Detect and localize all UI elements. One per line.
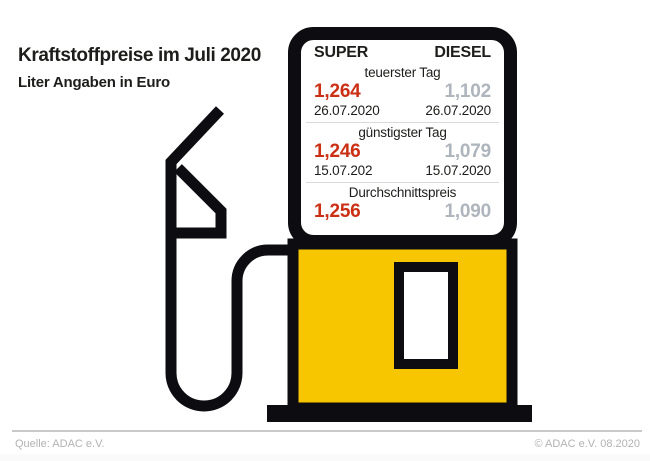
date-row: 15.07.202 15.07.2020 bbox=[314, 163, 491, 180]
pump-nozzle-icon bbox=[171, 164, 227, 239]
super-price-cheapest: 1,246 bbox=[314, 141, 361, 162]
footer-divider bbox=[12, 430, 642, 432]
fuel-type-super: SUPER bbox=[314, 44, 369, 61]
footer-source: Quelle: ADAC e.V. bbox=[15, 438, 105, 450]
page-title: Kraftstoffpreise im Juli 2020 bbox=[18, 45, 261, 66]
super-date-most-expensive: 26.07.2020 bbox=[314, 103, 380, 118]
section-label-cheapest: günstigster Tag bbox=[358, 125, 447, 140]
price-row: 1,246 1,079 bbox=[314, 141, 491, 163]
date-row: 26.07.2020 26.07.2020 bbox=[314, 103, 491, 120]
display-divider bbox=[306, 182, 499, 183]
diesel-price-cheapest: 1,079 bbox=[444, 141, 491, 162]
price-row: 1,264 1,102 bbox=[314, 81, 491, 103]
price-row: 1,256 1,090 bbox=[314, 201, 491, 223]
fuel-type-diesel: DIESEL bbox=[434, 44, 491, 61]
diesel-price-most-expensive: 1,102 bbox=[444, 81, 491, 102]
section-label-average: Durchschnittspreis bbox=[348, 185, 457, 200]
footer-copyright: © ADAC e.V. 08.2020 bbox=[534, 438, 640, 450]
nozzle-holder-icon bbox=[394, 262, 458, 369]
diesel-date-most-expensive: 26.07.2020 bbox=[425, 103, 491, 118]
super-price-average: 1,256 bbox=[314, 201, 361, 222]
display-divider bbox=[306, 122, 499, 123]
diesel-price-average: 1,090 bbox=[444, 201, 491, 222]
bottom-strip bbox=[0, 454, 650, 461]
pump-display-panel: SUPER DIESEL teuerster Tag 1,264 1,102 2… bbox=[301, 40, 504, 236]
super-date-cheapest: 15.07.202 bbox=[314, 163, 373, 178]
pump-base-icon bbox=[267, 405, 532, 422]
pump-display-frame bbox=[288, 27, 517, 248]
fuel-type-header: SUPER DIESEL bbox=[314, 44, 491, 65]
page-subtitle: Liter Angaben in Euro bbox=[18, 74, 170, 91]
diesel-date-cheapest: 15.07.2020 bbox=[425, 163, 491, 178]
super-price-most-expensive: 1,264 bbox=[314, 81, 361, 102]
pump-hose-icon bbox=[165, 106, 294, 412]
section-label-most-expensive: teuerster Tag bbox=[364, 65, 441, 80]
